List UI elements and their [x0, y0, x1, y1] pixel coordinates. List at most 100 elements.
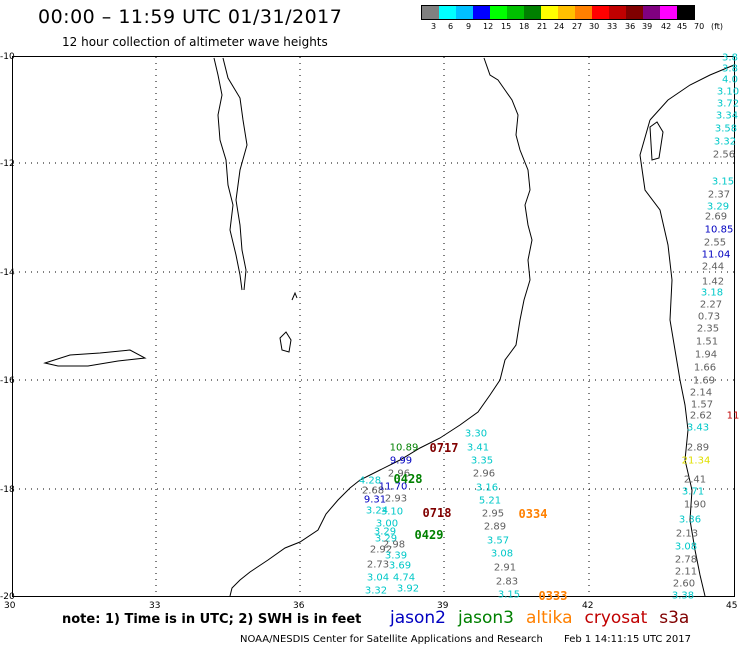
legend-label: 45: [677, 22, 688, 31]
wave-height-label: 2.11: [674, 566, 698, 578]
wave-height-label: 3.10: [380, 506, 404, 518]
legend-label: 30: [589, 22, 600, 31]
wave-height-label: 3.16: [475, 482, 499, 494]
legend-swatch: [660, 6, 677, 19]
legend-label: 18: [519, 22, 530, 31]
legend-label: 42: [661, 22, 672, 31]
wave-height-label: 1.57: [690, 399, 714, 411]
satellite-name: s3a: [659, 608, 690, 628]
wave-height-label: 2.44: [701, 261, 725, 273]
wave-height-label: 9.31: [363, 494, 387, 506]
lat-tick-label: -14: [0, 268, 15, 278]
wave-height-label: 2.37: [707, 189, 731, 201]
wave-height-label: 1.66: [693, 362, 717, 374]
legend-swatch: [558, 6, 575, 19]
legend-label: 36: [625, 22, 636, 31]
lon-tick-label: 30: [4, 601, 16, 611]
timestamp-text: Feb 1 14:11:15 UTC 2017: [564, 634, 692, 645]
lat-tick-label: -16: [0, 376, 15, 386]
wave-height-label: 3.08: [490, 548, 514, 560]
wave-height-label: 3.71: [681, 486, 705, 498]
wave-height-label: 2.78: [674, 554, 698, 566]
legend-swatch: [524, 6, 541, 19]
wave-height-label: 3.72: [716, 98, 740, 110]
wave-height-label: 3.58: [714, 123, 738, 135]
wave-height-label: 2.89: [686, 442, 710, 454]
wave-height-label: 2.27: [699, 299, 723, 311]
wave-height-label: 3.04: [366, 572, 390, 584]
legend-label: 21: [537, 22, 548, 31]
wave-height-label: 2.35: [696, 323, 720, 335]
wave-height-label: 3.36: [678, 514, 702, 526]
legend-swatch: [575, 6, 592, 19]
wave-height-label: 3.34: [715, 110, 739, 122]
wave-height-label: 2.69: [704, 211, 728, 223]
wave-height-label: 1.42: [701, 276, 725, 288]
pass-time-label: 0718: [422, 506, 452, 520]
wave-height-label: 5.21: [478, 495, 502, 507]
legend-label: (ft): [711, 22, 724, 31]
wave-height-label: 3.15: [711, 176, 735, 188]
wave-height-label: 3.15: [497, 589, 521, 601]
wave-height-label: 2.83: [495, 576, 519, 588]
wave-height-label: 21.34: [681, 455, 711, 467]
wave-height-label: 2.91: [493, 562, 517, 574]
lat-tick-label: -10: [0, 52, 15, 62]
color-legend: 3 6 9 12 15 18 21 24 27 30 33 36 39 42 45 70 (ft): [421, 5, 723, 31]
lon-tick-label: 39: [437, 601, 449, 611]
pass-time-label: 0334: [518, 507, 548, 521]
wave-height-label: 10.89: [389, 442, 419, 454]
coastlines: [43, 57, 735, 597]
wave-height-label: 2.56: [712, 149, 736, 161]
wave-height-label: 3.8: [722, 63, 738, 75]
legend-swatch: [490, 6, 507, 19]
rufiji-island: [43, 349, 147, 367]
wave-height-label: 3.69: [388, 560, 412, 572]
wave-height-label: 9.99: [389, 455, 413, 467]
wave-height-label: 11: [726, 410, 740, 422]
graticule: [13, 57, 734, 596]
legend-label: 39: [642, 22, 653, 31]
legend-swatch: [626, 6, 643, 19]
pass-time-label: 0717: [429, 441, 459, 455]
legend-label: 70: [694, 22, 705, 31]
wave-height-label: 3.32: [364, 585, 388, 597]
wave-height-label: 3.30: [464, 428, 488, 440]
wave-height-label: 2.98: [382, 539, 406, 551]
lon-tick-label: 33: [149, 601, 161, 611]
satellite-name: altika: [526, 608, 573, 628]
wave-height-label: 3.8: [722, 52, 738, 64]
wave-height-label: 3.39: [384, 550, 408, 562]
pass-time-label: 0428: [393, 472, 423, 486]
wave-height-label: 4.74: [392, 572, 416, 584]
wave-height-label: 2.55: [703, 237, 727, 249]
wave-height-label: 2.13: [675, 528, 699, 540]
legend-label: 12: [483, 22, 494, 31]
legend-swatch: [473, 6, 490, 19]
legend-swatch: [422, 6, 439, 19]
wave-height-label: 3.32: [713, 136, 737, 148]
satellite-legend: jason2 jason3 altika cryosat s3a: [390, 608, 701, 628]
lake-malawi-west-shore: [213, 57, 243, 291]
wave-height-label: 2.96: [387, 468, 411, 480]
wave-height-label: 4.0: [722, 74, 738, 86]
comoros-island: [649, 121, 664, 161]
pass-time-label: 0429: [414, 528, 444, 542]
wave-height-label: 3.29: [373, 526, 397, 538]
wave-height-label: 3.38: [671, 590, 695, 602]
wave-height-label: 3.29: [706, 201, 730, 213]
mozambique-coast: [229, 57, 533, 597]
wave-height-label: 2.92: [369, 544, 393, 556]
legend-label: 33: [607, 22, 618, 31]
wave-height-label: 3.43: [686, 422, 710, 434]
legend-swatch: [609, 6, 626, 19]
wave-height-label: 3.08: [674, 541, 698, 553]
wave-height-label: 10.85: [704, 224, 734, 236]
wave-height-label: 11.70: [378, 481, 408, 493]
wave-height-label: 2.96: [472, 468, 496, 480]
legend-swatches: [421, 5, 695, 20]
wave-height-label: 3.57: [486, 535, 510, 547]
page-title: 00:00 – 11:59 UTC 01/31/2017: [38, 6, 343, 28]
satellite-name: jason3: [458, 608, 514, 628]
